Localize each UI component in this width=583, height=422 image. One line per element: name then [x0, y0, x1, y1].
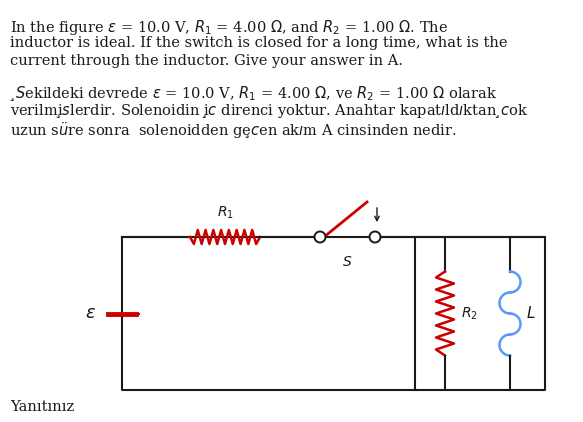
Text: inductor is ideal. If the switch is closed for a long time, what is the: inductor is ideal. If the switch is clos…	[10, 36, 507, 50]
Circle shape	[370, 232, 381, 243]
Text: $R_1$: $R_1$	[216, 205, 233, 221]
Text: Yanıtınız: Yanıtınız	[10, 400, 74, 414]
Text: $\varepsilon$: $\varepsilon$	[85, 305, 96, 322]
Text: uzun s$\ddot{u}$re sonra  solenoidden ge$\c{c}$en ak$\i$m A cinsinden nedir.: uzun s$\ddot{u}$re sonra solenoidden ge$…	[10, 120, 457, 141]
Text: $R_2$: $R_2$	[461, 305, 478, 322]
Text: In the figure $\varepsilon$ = 10.0 V, $R_1$ = 4.00 $\Omega$, and $R_2$ = 1.00 $\: In the figure $\varepsilon$ = 10.0 V, $R…	[10, 18, 448, 37]
Text: verilmi$\c{s}$lerdir. Solenoidin i$\c{c}$ direnci yoktur. Anahtar kapat$\i$ld$\i: verilmi$\c{s}$lerdir. Solenoidin i$\c{c}…	[10, 102, 528, 120]
Text: S: S	[343, 255, 352, 269]
Text: $\c{S}$ekildeki devrede $\varepsilon$ = 10.0 V, $R_1$ = 4.00 $\Omega$, ve $R_2$ : $\c{S}$ekildeki devrede $\varepsilon$ = …	[10, 84, 497, 103]
Circle shape	[314, 232, 325, 243]
Text: $L$: $L$	[526, 306, 536, 322]
Text: current through the inductor. Give your answer in A.: current through the inductor. Give your …	[10, 54, 403, 68]
